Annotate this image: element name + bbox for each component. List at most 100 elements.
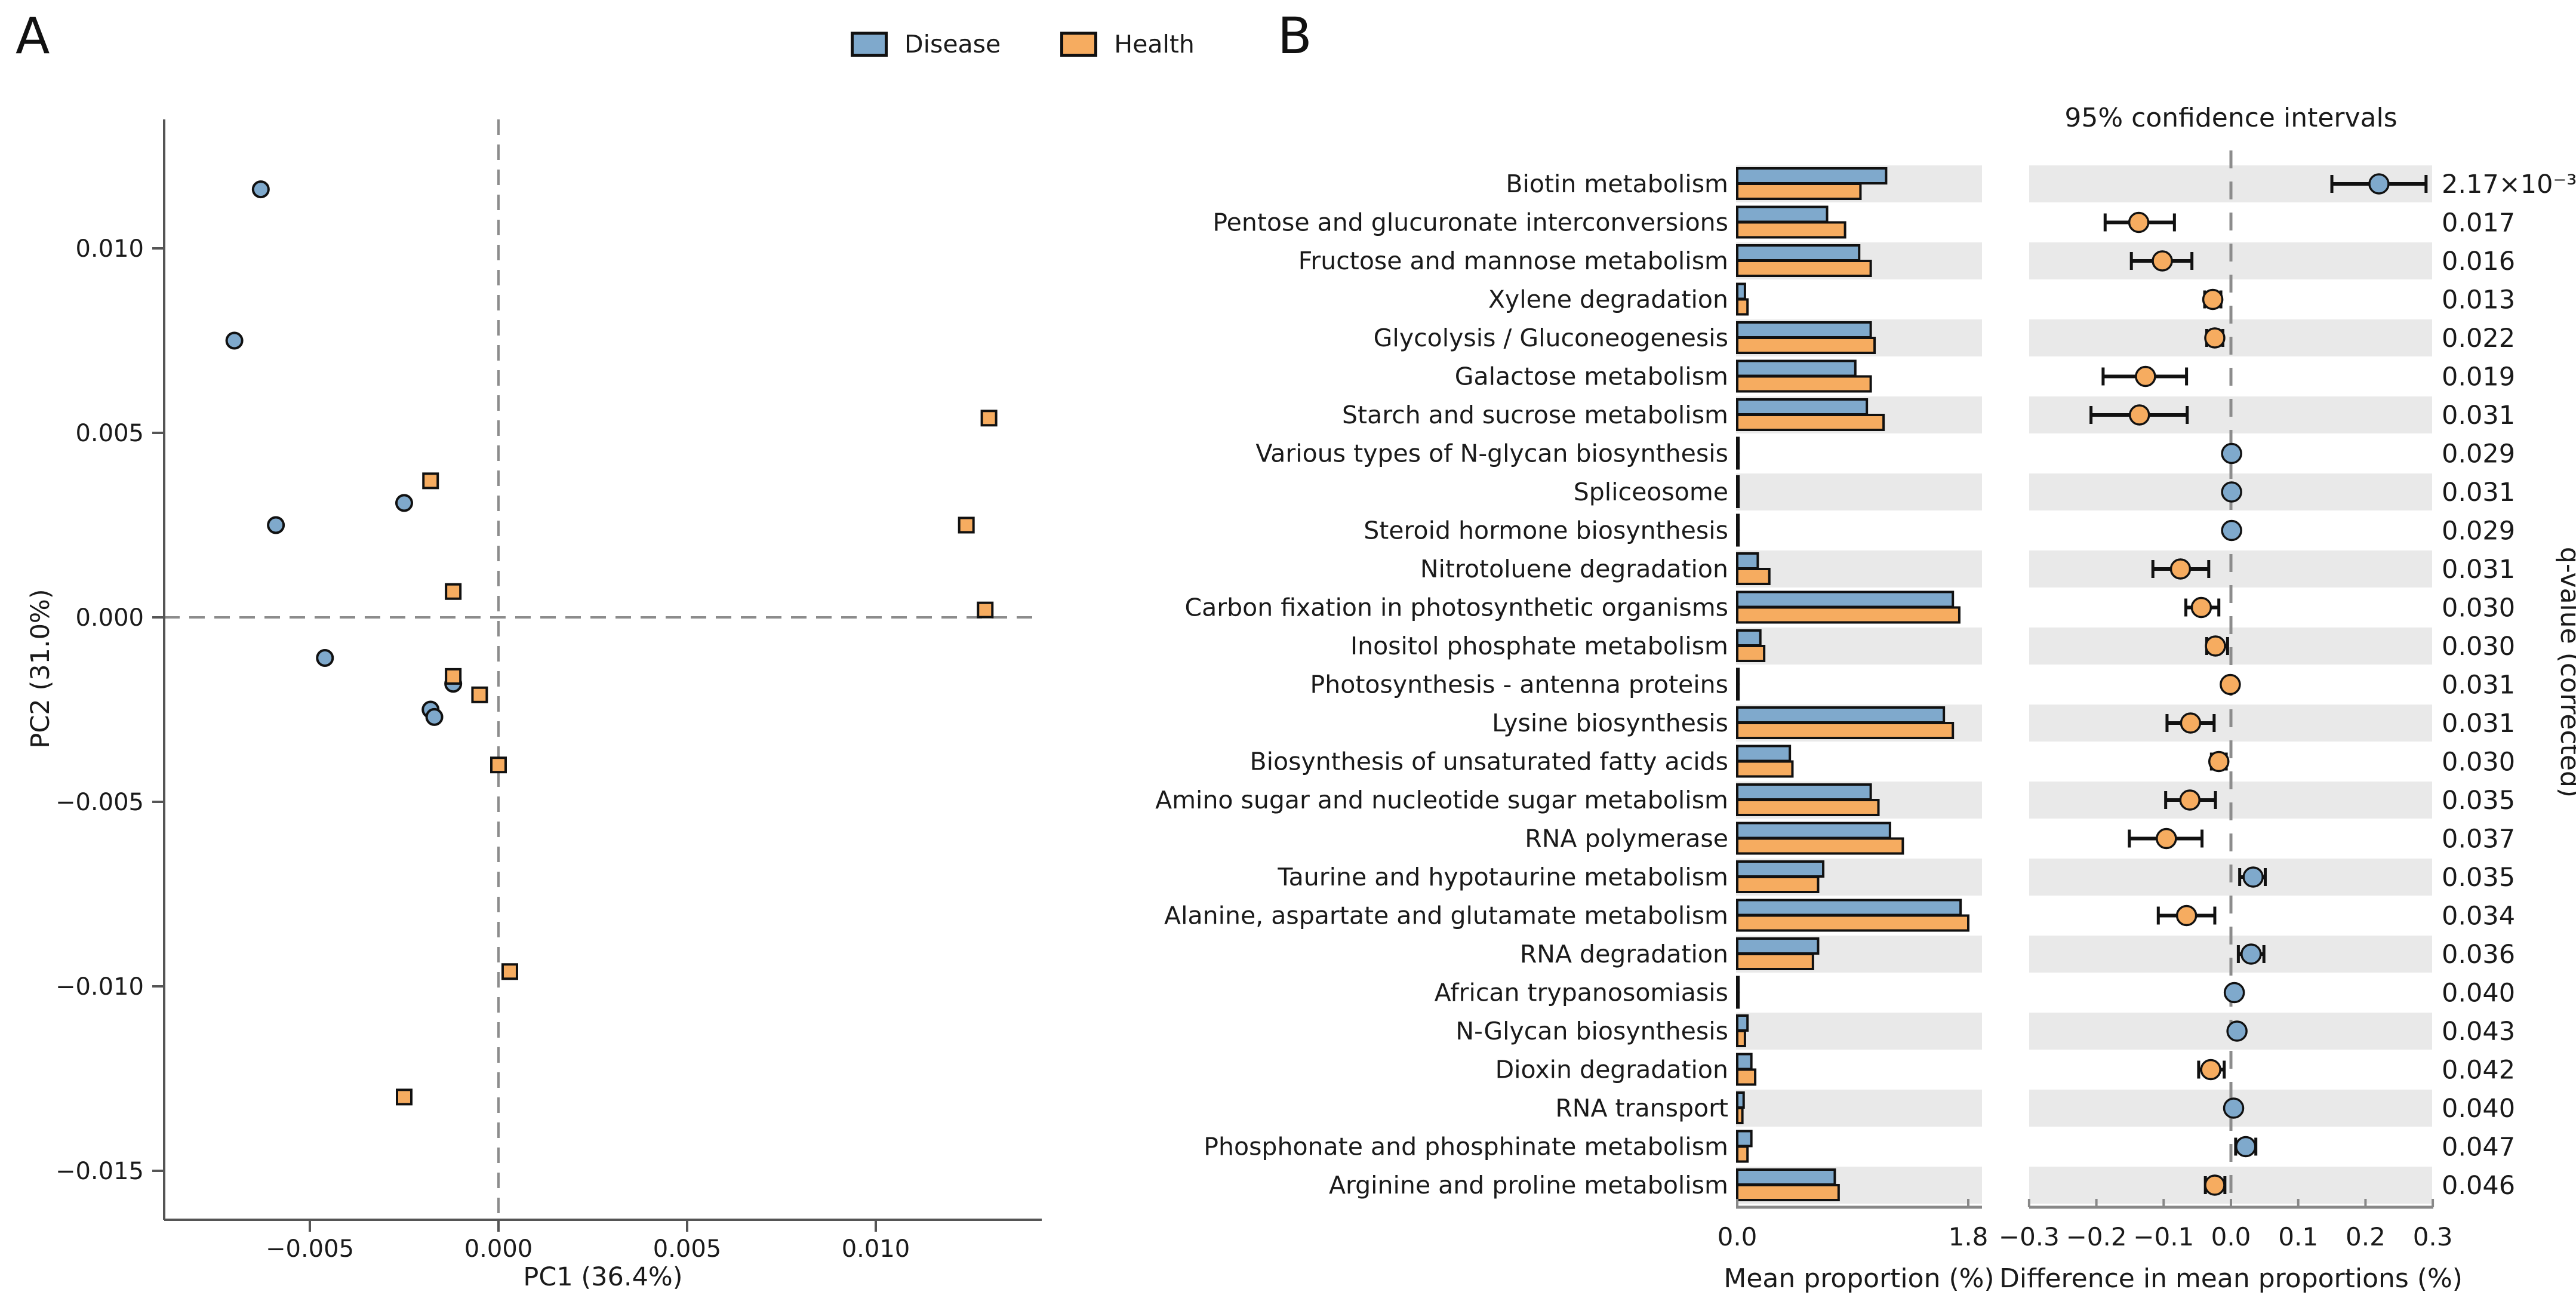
- mean-bar-health: [1736, 683, 1740, 701]
- ci-dot-health: [2208, 750, 2230, 773]
- mean-bar-disease: [1736, 1014, 1749, 1032]
- ci-dot-disease: [2242, 866, 2264, 888]
- q-axis-label: q-value (corrected): [2555, 547, 2576, 798]
- pathway-label: Various types of N-glycan biosynthesis: [1255, 439, 1728, 468]
- mean-bar-disease: [1736, 167, 1888, 184]
- scatter-point-health: [471, 686, 488, 703]
- q-value: 0.017: [2442, 208, 2515, 238]
- legend: Disease Health: [851, 30, 1195, 59]
- mean-bar-health: [1736, 606, 1961, 624]
- mean-bar-health: [1736, 221, 1846, 239]
- mean-bar-health: [1736, 1068, 1757, 1086]
- mean-bar-health: [1736, 529, 1740, 547]
- mean-bar-health: [1736, 1184, 1840, 1201]
- mean-bar-health: [1736, 645, 1766, 662]
- pathway-label: Photosynthesis - antenna proteins: [1310, 670, 1728, 699]
- ci-dot-health: [2169, 558, 2192, 580]
- pathway-label: Spliceosome: [1574, 478, 1728, 506]
- q-value: 0.031: [2442, 709, 2515, 739]
- pathway-label: RNA transport: [1555, 1094, 1728, 1122]
- q-value: 0.029: [2442, 439, 2515, 469]
- ci-dot-disease: [2226, 1020, 2248, 1042]
- q-value: 2.17×10⁻³: [2442, 170, 2576, 199]
- ci-dot-disease: [2223, 982, 2245, 1004]
- ci-dot-disease: [2221, 519, 2242, 542]
- pathway-label: Steroid hormone biosynthesis: [1364, 516, 1728, 545]
- pca-y-tick-label: −0.005: [56, 789, 144, 816]
- bar-x-tick-label: 0.0: [1718, 1222, 1758, 1251]
- pathway-label: Dioxin degradation: [1495, 1056, 1728, 1084]
- row-band-bar: [1736, 473, 1982, 510]
- row-band-bar: [1736, 1090, 1982, 1127]
- pca-y-tick-label: 0.000: [75, 604, 144, 632]
- mean-bar-health: [1736, 414, 1885, 431]
- mean-bar-disease: [1736, 783, 1872, 801]
- ci-dot-disease: [2223, 1097, 2245, 1119]
- ci-dot-health: [2180, 712, 2202, 734]
- ci-title: 95% confidence intervals: [2064, 103, 2397, 133]
- q-value: 0.030: [2442, 593, 2515, 623]
- q-value: 0.042: [2442, 1056, 2515, 1085]
- scatter-point-health: [422, 472, 439, 490]
- ci-dot-health: [2202, 288, 2224, 310]
- ci-x-tick-label: 0.2: [2346, 1222, 2386, 1251]
- mean-bar-disease: [1736, 398, 1869, 416]
- mean-bar-disease: [1736, 244, 1861, 262]
- pca-x-tick-label: −0.005: [266, 1235, 354, 1263]
- pathway-label: Phosphonate and phosphinate metabolism: [1204, 1133, 1728, 1161]
- pathway-label: Arginine and proline metabolism: [1329, 1171, 1728, 1199]
- mean-bar-disease: [1736, 321, 1872, 339]
- bar-x-tick-label: 1.8: [1949, 1222, 1989, 1251]
- mean-bar-disease: [1736, 475, 1740, 493]
- pathway-label: RNA polymerase: [1525, 825, 1728, 853]
- q-value: 0.031: [2442, 555, 2515, 585]
- pathway-label: Starch and sucrose metabolism: [1342, 401, 1728, 429]
- legend-item-disease: Disease: [851, 30, 1001, 59]
- scatter-point-health: [958, 516, 975, 534]
- pathway-label: Galactose metabolism: [1455, 362, 1728, 391]
- ci-x-tick-label: −0.1: [2133, 1222, 2194, 1251]
- ci-dot-health: [2128, 211, 2150, 233]
- ci-dot-disease: [2235, 1136, 2257, 1158]
- q-value: 0.034: [2442, 902, 2515, 931]
- scatter-point-health: [445, 583, 462, 600]
- panel-b-label: B: [1278, 7, 1312, 65]
- q-value: 0.022: [2442, 324, 2515, 353]
- q-value: 0.016: [2442, 247, 2515, 276]
- ci-dot-disease: [2221, 481, 2242, 503]
- pathway-label: Alanine, aspartate and glutamate metabol…: [1164, 902, 1728, 930]
- q-value: 0.040: [2442, 979, 2515, 1008]
- pathway-label: Taurine and hypotaurine metabolism: [1277, 863, 1728, 891]
- pca-x-tick-label: 0.000: [464, 1235, 533, 1263]
- ci-x-tick-label: −0.2: [2066, 1222, 2127, 1251]
- pca-y-tick-label: −0.015: [56, 1158, 144, 1185]
- pathway-label: Lysine biosynthesis: [1492, 709, 1728, 737]
- mean-bar-disease: [1736, 706, 1946, 724]
- scatter-point-health: [977, 601, 994, 619]
- ci-dot-health: [2135, 365, 2156, 387]
- pca-x-tick-label: 0.010: [842, 1235, 910, 1263]
- ci-dot-health: [2128, 404, 2150, 426]
- disease-swatch-icon: [851, 32, 888, 57]
- mean-bar-health: [1736, 568, 1771, 585]
- pathway-label: Pentose and glucuronate interconversions: [1212, 208, 1728, 237]
- bar-xlabel: Mean proportion (%): [1724, 1263, 1994, 1294]
- q-value: 0.037: [2442, 825, 2515, 854]
- mean-bar-disease: [1736, 822, 1891, 839]
- pathway-label: Carbon fixation in photosynthetic organi…: [1184, 593, 1728, 622]
- mean-bar-disease: [1736, 590, 1955, 608]
- mean-bar-health: [1736, 491, 1740, 508]
- ci-x-tick-label: −0.3: [1999, 1222, 2060, 1251]
- ci-xlabel: Difference in mean proportions (%): [1999, 1263, 2463, 1294]
- mean-bar-disease: [1736, 436, 1740, 454]
- pathway-label: Inositol phosphate metabolism: [1350, 632, 1728, 660]
- ci-x-tick-label: 0.1: [2278, 1222, 2318, 1251]
- q-value: 0.019: [2442, 362, 2515, 392]
- pca-y-tick-label: −0.010: [56, 973, 144, 1001]
- mean-bar-health: [1736, 837, 1904, 855]
- pathway-label: Xylene degradation: [1488, 285, 1728, 314]
- health-swatch-icon: [1060, 32, 1098, 57]
- q-value: 0.040: [2442, 1094, 2515, 1124]
- mean-bar-health: [1736, 876, 1820, 893]
